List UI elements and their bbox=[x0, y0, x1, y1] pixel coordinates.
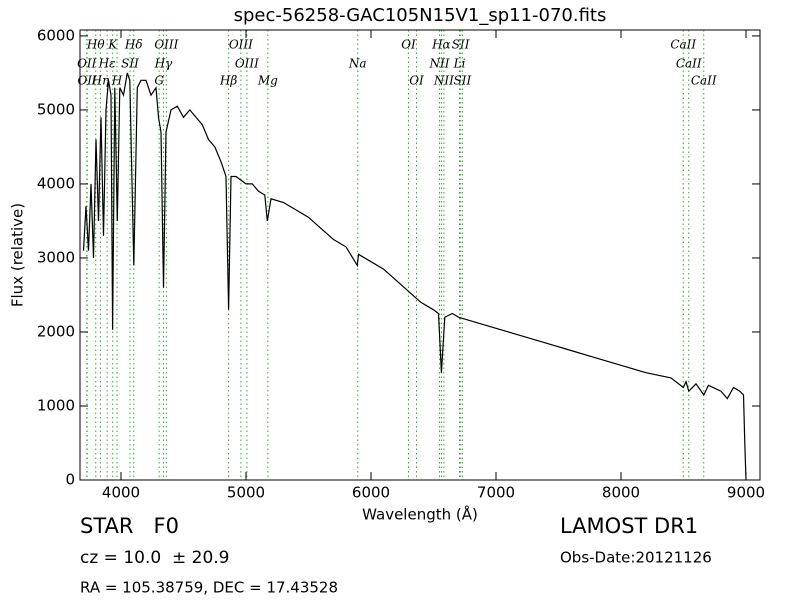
spectral-line-label: K bbox=[107, 38, 118, 52]
redshift: cz = 10.0 ± 20.9 bbox=[80, 548, 229, 568]
spectral-line-label: Mg bbox=[257, 74, 278, 88]
x-tick-label: 9000 bbox=[727, 484, 765, 502]
spectral-line-label: OIII bbox=[154, 38, 178, 52]
y-axis-label: Flux (relative) bbox=[9, 203, 27, 307]
y-tick-label: 1000 bbox=[37, 396, 75, 414]
spectral-line-label: H bbox=[111, 74, 123, 88]
x-axis-label: Wavelength (Å) bbox=[362, 505, 478, 524]
spectral-line-label: OII bbox=[77, 57, 97, 71]
y-tick-label: 4000 bbox=[37, 174, 75, 192]
coordinates: RA = 105.38759, DEC = 17.43528 bbox=[80, 579, 338, 597]
y-tick-label: 5000 bbox=[37, 100, 75, 118]
object-class: STAR F0 bbox=[80, 514, 179, 538]
spectral-line-label: Hδ bbox=[124, 38, 143, 52]
spectral-line-label: Na bbox=[348, 57, 367, 71]
spectral-line-label: Li bbox=[453, 57, 466, 71]
x-tick-label: 8000 bbox=[602, 484, 640, 502]
spectral-line-label: Hη bbox=[91, 74, 110, 88]
x-tick-label: 6000 bbox=[352, 484, 390, 502]
plot-frame bbox=[79, 29, 761, 481]
y-tick-label: 2000 bbox=[37, 322, 75, 340]
spectral-line-label: OII bbox=[77, 74, 97, 88]
spectral-line-label: SII bbox=[121, 57, 139, 71]
x-tick-label: 5000 bbox=[227, 484, 265, 502]
spectral-line-label: SII bbox=[454, 74, 472, 88]
spectral-line-label: OIII bbox=[229, 38, 253, 52]
spectral-line-label: NII bbox=[429, 57, 450, 71]
spectral-line-label: CaII bbox=[676, 57, 702, 71]
y-tick-label: 0 bbox=[65, 471, 75, 489]
spectral-line-label: OIII bbox=[235, 57, 259, 71]
obs-date: Obs-Date:20121126 bbox=[560, 549, 712, 567]
y-tick-label: 6000 bbox=[37, 26, 75, 44]
x-tick-label: 4000 bbox=[102, 484, 140, 502]
spectral-line-label: Hβ bbox=[219, 74, 237, 88]
spectral-line-label: Hγ bbox=[154, 57, 173, 71]
survey: LAMOST DR1 bbox=[560, 514, 698, 538]
spectral-line-label: NII bbox=[433, 74, 454, 88]
chart-title: spec-56258-GAC105N15V1_sp11-070.fits bbox=[234, 5, 607, 26]
spectral-line-label: OI bbox=[401, 38, 416, 52]
spectral-line-label: Hε bbox=[98, 57, 116, 71]
spectral-line-label: Hα bbox=[431, 38, 451, 52]
spectral-line-label: OI bbox=[409, 74, 424, 88]
spectral-line-label: CaII bbox=[670, 38, 696, 52]
y-tick-label: 3000 bbox=[37, 248, 75, 266]
spectrum bbox=[82, 72, 747, 481]
spectral-line-label: Hθ bbox=[86, 38, 105, 52]
spectral-line-label: G bbox=[154, 74, 164, 88]
spectral-line-label: SII bbox=[452, 38, 470, 52]
spectral-line-label: CaII bbox=[691, 74, 717, 88]
x-tick-label: 7000 bbox=[477, 484, 515, 502]
